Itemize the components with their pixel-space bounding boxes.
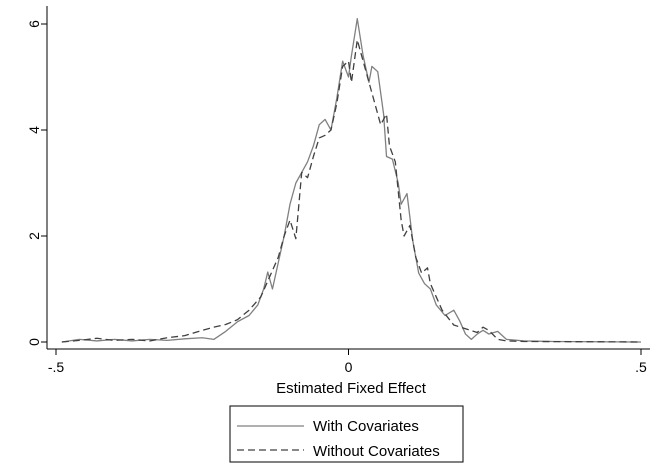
x-tick-label: -.5 [48,359,65,375]
legend-box [229,405,464,463]
y-axis: 0 2 4 6 [26,6,48,349]
legend-label-without-covariates: Without Covariates [313,443,440,460]
series-line-without-covariates [61,39,642,343]
plot-area [47,6,650,343]
series-line-with-covariates [61,18,642,343]
x-tick-label: 0 [345,359,353,375]
plot-frame [47,6,650,342]
x-tick-label: .5 [635,359,647,375]
y-tick-label: 2 [26,232,42,240]
y-tick-label: 4 [26,126,42,134]
legend: With Covariates Without Covariates [229,405,464,463]
legend-label-with-covariates: With Covariates [313,418,419,435]
y-tick-label: 6 [26,20,42,28]
y-tick-label: 0 [26,338,42,346]
x-axis: -.5 0 .5 [47,348,650,375]
x-axis-title: Estimated Fixed Effect [276,380,427,397]
